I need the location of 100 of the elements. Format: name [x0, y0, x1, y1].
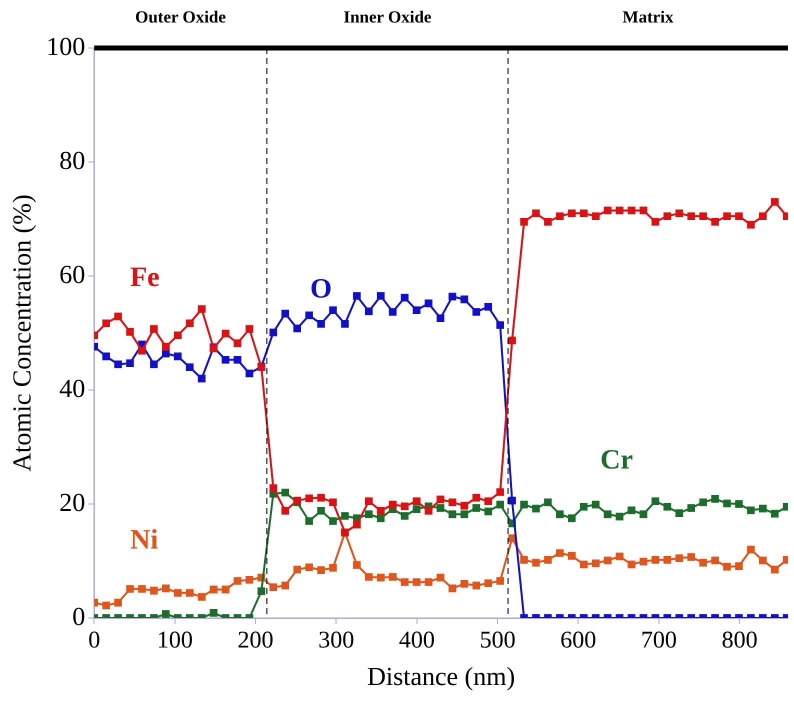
point [472, 504, 480, 512]
point [126, 328, 134, 336]
point [448, 584, 456, 592]
point [508, 336, 516, 344]
point [246, 370, 254, 378]
point [269, 328, 278, 336]
point [568, 209, 576, 218]
point [496, 500, 504, 508]
point [150, 325, 158, 333]
point [234, 356, 242, 364]
series-label: Cr [600, 444, 633, 476]
point [305, 517, 313, 525]
point [699, 498, 707, 506]
point [723, 562, 731, 571]
point [532, 209, 540, 218]
point [759, 212, 767, 220]
point [663, 503, 672, 511]
point [198, 593, 206, 601]
point [293, 566, 302, 574]
point [699, 558, 707, 567]
point [496, 577, 504, 585]
point [341, 320, 349, 328]
y-tick-label: 60 [59, 260, 86, 289]
point [532, 558, 540, 567]
series-label: Ni [130, 524, 158, 556]
point [532, 504, 540, 512]
point [150, 360, 158, 368]
point [652, 218, 660, 226]
point [388, 308, 397, 316]
text: Outer Oxide [135, 7, 226, 26]
point [234, 339, 242, 348]
x-tick-label: 300 [318, 628, 354, 654]
y-tick-label: 80 [59, 146, 86, 175]
point [138, 585, 146, 593]
point [281, 488, 290, 496]
point [568, 552, 576, 560]
point [592, 559, 600, 568]
point [234, 577, 242, 585]
point [448, 292, 456, 300]
point [472, 582, 480, 590]
series-label: O [310, 273, 332, 304]
point [556, 549, 564, 557]
point [436, 314, 444, 322]
x-tick-label: 200 [238, 628, 274, 654]
y-tick-label: 20 [59, 488, 86, 517]
point [544, 556, 552, 564]
point [580, 503, 588, 511]
point [126, 359, 134, 368]
point [652, 497, 660, 505]
point [424, 507, 432, 515]
point [747, 506, 755, 514]
text: Matrix [622, 7, 674, 26]
y-tick-label: 40 [59, 374, 86, 403]
point [198, 374, 206, 382]
point [592, 212, 600, 220]
point [114, 360, 122, 368]
point [675, 509, 684, 517]
point [376, 507, 385, 515]
point [484, 508, 492, 516]
point [759, 556, 767, 564]
point [640, 510, 648, 518]
point [520, 556, 528, 564]
point [412, 497, 420, 505]
x-tick-label: 800 [722, 628, 758, 654]
point [436, 496, 444, 504]
point [412, 578, 420, 586]
point [400, 502, 408, 510]
point [544, 218, 552, 226]
point [628, 206, 636, 214]
point [376, 514, 385, 522]
point [484, 579, 492, 588]
point [102, 602, 110, 610]
point [269, 484, 278, 492]
point [687, 212, 696, 220]
point [520, 500, 528, 508]
point [460, 296, 468, 304]
point [317, 566, 325, 574]
point [628, 506, 636, 514]
point [472, 494, 480, 502]
point [138, 346, 146, 354]
point [353, 520, 361, 528]
point [747, 220, 755, 229]
point [329, 498, 337, 506]
point [364, 497, 373, 505]
point [376, 574, 385, 582]
point [162, 350, 170, 358]
point [747, 546, 755, 554]
point [770, 566, 779, 574]
point [186, 363, 194, 372]
point [102, 319, 110, 328]
point [424, 578, 432, 586]
point [496, 488, 504, 496]
point [770, 198, 779, 206]
point [580, 209, 588, 218]
point [460, 580, 468, 588]
point [353, 292, 361, 300]
point [162, 584, 170, 592]
point [556, 212, 564, 220]
point [616, 206, 624, 214]
point [317, 494, 325, 502]
